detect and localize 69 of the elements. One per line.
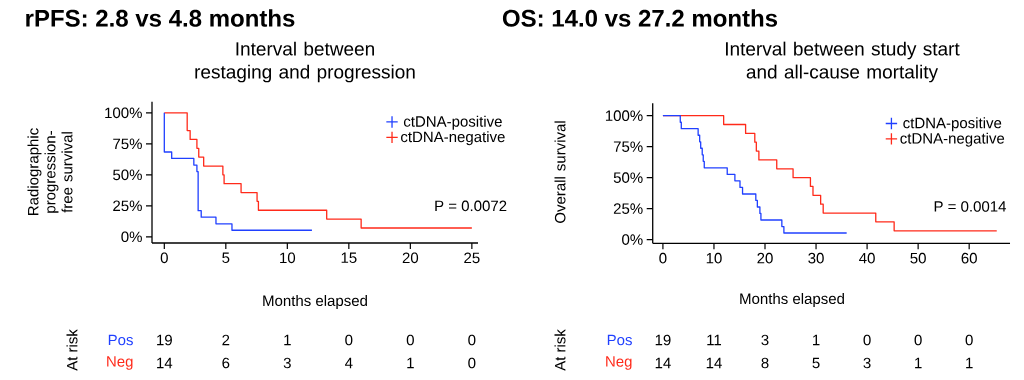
x-tick-label: 0 xyxy=(659,252,667,264)
text: 1 xyxy=(966,357,973,369)
text: Pos xyxy=(607,334,632,346)
text: 0 xyxy=(406,334,414,346)
text: 0 xyxy=(965,334,973,346)
x-tick-label: 10 xyxy=(280,252,296,264)
y-tick-label: 100% xyxy=(105,107,142,119)
text: 14 xyxy=(655,357,671,369)
text: 1 xyxy=(284,334,291,346)
y-tick-label: 50% xyxy=(613,172,643,183)
x-tick-label: 20 xyxy=(402,252,419,264)
text: 19 xyxy=(655,334,671,346)
text: 1 xyxy=(915,357,922,369)
text: Neg xyxy=(107,356,133,370)
text: 3 xyxy=(283,357,291,369)
x-tick-label: 20 xyxy=(757,252,773,264)
text: 1 xyxy=(407,357,414,369)
text: 2 xyxy=(222,334,230,346)
text: 4 xyxy=(345,357,353,369)
text: 0 xyxy=(345,334,353,346)
x-tick-label: 40 xyxy=(859,252,875,264)
text: 19 xyxy=(157,334,172,346)
text: 5 xyxy=(812,357,820,369)
x-tick-label: 25 xyxy=(464,252,480,264)
legend-label: ctDNA-positive xyxy=(403,115,502,130)
text: 3 xyxy=(761,334,769,346)
text: 0 xyxy=(468,357,476,369)
text: At risk xyxy=(66,329,78,371)
chart-subtitle: Interval between study start and all-cause mortality xyxy=(726,41,960,83)
text: 1 xyxy=(813,334,820,346)
text: 6 xyxy=(222,357,230,369)
y-tick-label: 75% xyxy=(613,141,643,152)
x-axis-title: Months elapsed xyxy=(263,295,367,309)
x-tick-label: 30 xyxy=(808,252,824,264)
text: 8 xyxy=(761,357,769,369)
x-axis-title: Months elapsed xyxy=(740,293,844,307)
y-tick-label: 100% xyxy=(605,110,643,121)
y-tick-label: 25% xyxy=(113,200,142,212)
text: 11 xyxy=(707,334,722,346)
text: 0 xyxy=(914,334,922,346)
chart-subtitle: Interval between restaging and progression xyxy=(195,41,415,83)
y-tick-label: 75% xyxy=(113,138,142,150)
chart-title: OS: 14.0 vs 27.2 months xyxy=(502,9,778,27)
y-tick-label: 0% xyxy=(622,234,643,245)
text: 3 xyxy=(863,357,871,369)
x-tick-label: 60 xyxy=(961,252,977,264)
text: Neg xyxy=(606,356,632,370)
y-axis-title: Overall survival xyxy=(554,121,566,223)
x-tick-label: 15 xyxy=(341,252,357,263)
text: 0 xyxy=(468,334,476,346)
y-tick-label: 0% xyxy=(121,231,142,243)
annotation: P = 0.0014 xyxy=(934,201,1007,212)
text: 14 xyxy=(157,357,173,369)
x-tick-label: 50 xyxy=(910,252,926,264)
annotation: P = 0.0072 xyxy=(435,200,507,212)
x-tick-label: 5 xyxy=(222,252,230,263)
x-tick-label: 10 xyxy=(706,252,722,264)
text: 0 xyxy=(863,334,871,346)
chart-title: rPFS: 2.8 vs 4.8 months xyxy=(26,9,295,27)
x-tick-label: 0 xyxy=(160,252,168,264)
text: 14 xyxy=(706,357,722,369)
legend-label: ctDNA-negative xyxy=(900,132,1005,147)
y-tick-label: 25% xyxy=(613,203,643,214)
text: At risk xyxy=(554,329,566,371)
y-axis-title: Radiographic progression-free survival xyxy=(27,128,73,215)
text: Pos xyxy=(108,334,133,346)
legend-label: ctDNA-negative xyxy=(401,131,505,146)
y-tick-label: 50% xyxy=(113,169,142,181)
legend-label: ctDNA-positive xyxy=(903,117,1002,132)
